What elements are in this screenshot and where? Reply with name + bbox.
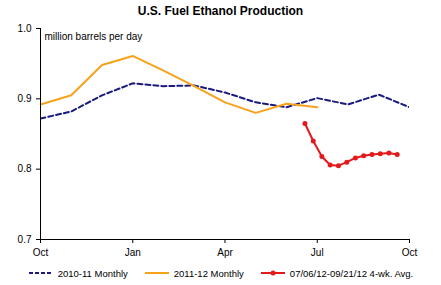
svg-text:0.9: 0.9 [18, 93, 32, 104]
svg-text:million barrels per day: million barrels per day [45, 31, 143, 42]
svg-text:1.0: 1.0 [18, 23, 32, 34]
svg-text:0.8: 0.8 [18, 163, 32, 174]
svg-text:Jan: Jan [125, 247, 141, 258]
svg-text:Oct: Oct [33, 247, 49, 258]
svg-text:Jul: Jul [311, 247, 324, 258]
html-text:2011-12 Monthly: 2011-12 Monthly [173, 267, 244, 279]
svg-text:Oct: Oct [402, 247, 418, 258]
html-text:U.S. Fuel Ethanol Production: U.S. Fuel Ethanol Production [137, 4, 304, 18]
html-text:2010-11 Monthly: 2010-11 Monthly [57, 267, 128, 279]
html-text:07/06/12-09/21/12 4-wk. Avg.: 07/06/12-09/21/12 4-wk. Avg. [289, 267, 414, 279]
svg-text:Apr: Apr [217, 247, 233, 258]
svg-text:0.7: 0.7 [18, 234, 32, 245]
